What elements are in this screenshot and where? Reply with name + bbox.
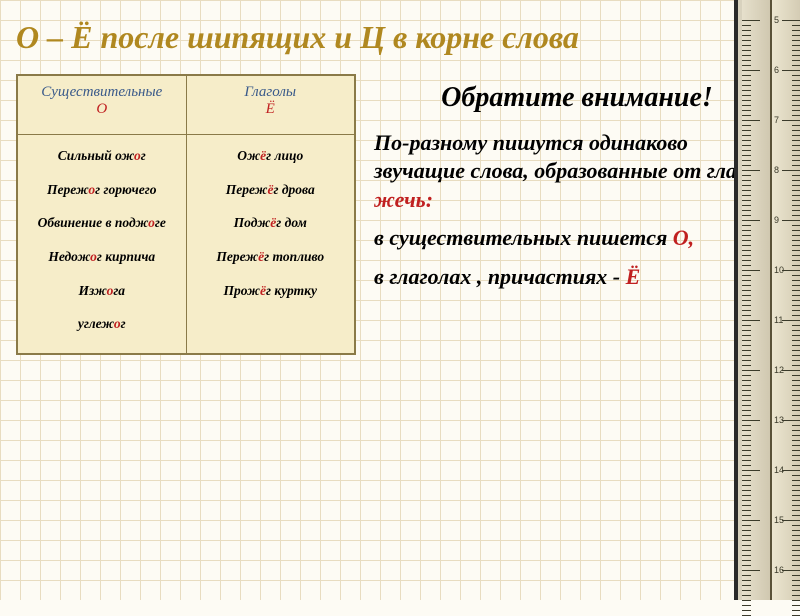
table-head: Существительные О Глаголы Ё <box>18 76 354 135</box>
th-letter: Ё <box>266 101 275 117</box>
text: в существительных пишется <box>374 225 673 250</box>
table-row: Пережёг топливо <box>191 248 351 266</box>
text: в глаголах , причастиях - <box>374 264 626 289</box>
table-row: Пережёг дрова <box>191 181 351 199</box>
right-column: Обратите внимание! По-разному пишутся од… <box>374 74 780 354</box>
th-label: Существительные <box>41 84 162 100</box>
ruler-right-scale: 5678910111213141516 <box>772 0 800 600</box>
col-nouns: Сильный ожог Пережог горючего Обвинение в … <box>18 135 187 352</box>
comparison-table: Существительные О Глаголы Ё Сильный ожог… <box>16 74 356 354</box>
table-row: Сильный ожог <box>22 147 182 165</box>
text: По-разному пишутся одинаково звучащие сл… <box>374 130 778 184</box>
highlight-word: жечь: <box>374 187 433 212</box>
attention-heading: Обратите внимание! <box>374 82 780 114</box>
page-title: О – Ё после шипящих и Ц в корне слова <box>16 18 780 56</box>
table-row: Ожёг лицо <box>191 147 351 165</box>
th-letter: О <box>96 101 107 117</box>
col-verbs: Ожёг лицо Пережёг дрова Поджёг дом Пережёг … <box>187 135 355 352</box>
th-nouns: Существительные О <box>18 76 187 135</box>
table-body: Сильный ожог Пережог горючего Обвинение в … <box>18 135 354 352</box>
ruler-left-scale <box>742 0 772 600</box>
table-row: Пережог горючего <box>22 181 182 199</box>
paragraph-3: в глаголах , причастиях - Ё <box>374 263 780 292</box>
table-row: Недожог кирпича <box>22 248 182 266</box>
th-verbs: Глаголы Ё <box>187 76 355 135</box>
table-row: Поджёг дом <box>191 214 351 232</box>
highlight-letter: О, <box>673 225 694 250</box>
table-row: Изжога <box>22 282 182 300</box>
th-label: Глаголы <box>244 84 296 100</box>
slide-content: О – Ё после шипящих и Ц в корне слова Су… <box>0 0 800 355</box>
ruler-decoration: 5678910111213141516 <box>734 0 800 600</box>
table-row: Прожёг куртку <box>191 282 351 300</box>
paragraph-1: По-разному пишутся одинаково звучащие сл… <box>374 129 780 215</box>
table-row: Обвинение в поджоге <box>22 214 182 232</box>
highlight-letter: Ё <box>626 264 641 289</box>
table-row: углежог <box>22 315 182 333</box>
main-row: Существительные О Глаголы Ё Сильный ожог… <box>16 74 780 354</box>
paragraph-2: в существительных пишется О, <box>374 224 780 253</box>
